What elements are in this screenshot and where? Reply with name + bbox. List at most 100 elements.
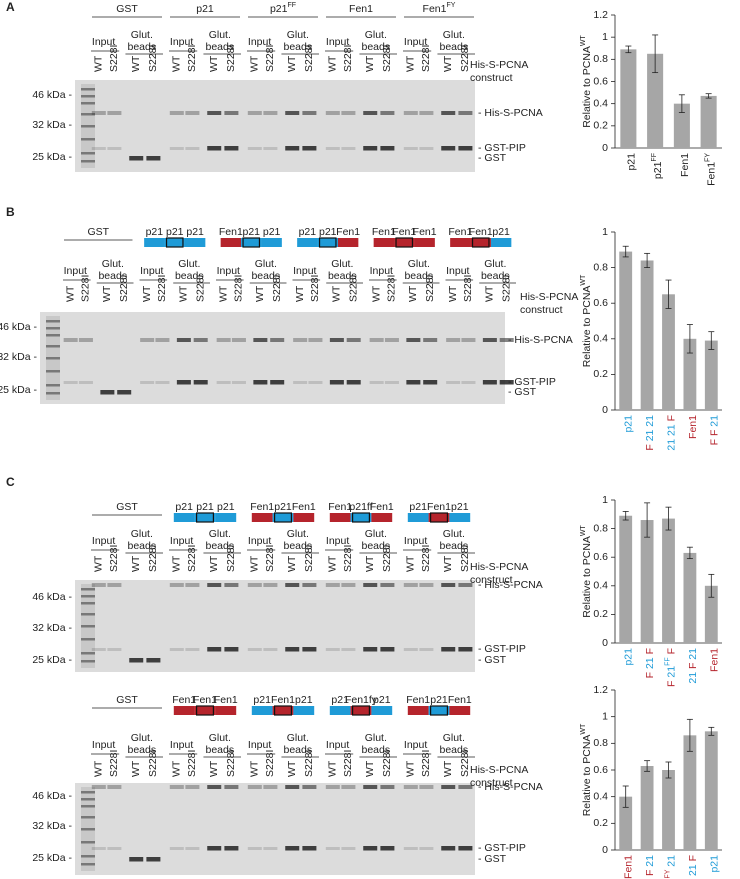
construct-part: p21 [166, 226, 184, 238]
x-tick-label: Fen1 [687, 415, 699, 439]
band [224, 846, 239, 851]
text-part: WT [580, 274, 587, 286]
fraction-label: Glut. [365, 528, 387, 540]
bar [700, 95, 717, 148]
text-part: 21 [687, 864, 699, 876]
band [91, 785, 106, 789]
lane-label: WT [249, 55, 261, 72]
ladder-band [81, 602, 95, 605]
fraction-label: beads [328, 270, 357, 282]
band [341, 785, 356, 789]
fraction-label: beads [362, 744, 391, 756]
ladder-band [46, 384, 60, 387]
construct-segment [407, 706, 429, 715]
band [499, 380, 514, 385]
band [419, 147, 434, 150]
lane-label: S228I [186, 45, 198, 72]
construct-part: Fen1 [427, 501, 451, 513]
y-tick-label: 1 [602, 710, 608, 722]
lane-label: S228I [80, 275, 92, 302]
fraction-label: beads [284, 744, 313, 756]
lane-label: S228I [420, 545, 432, 572]
construct-part: p21 [146, 226, 164, 238]
lane-label: S228I [342, 45, 354, 72]
band [231, 381, 246, 384]
lane-label: S228I [225, 45, 237, 72]
ladder-band [81, 805, 95, 808]
lane-label: S228I [186, 545, 198, 572]
lane-label: S228I [459, 750, 471, 777]
fraction-label: beads [362, 540, 391, 552]
group-header: GST [116, 3, 138, 15]
band [403, 147, 418, 150]
bar [704, 731, 718, 850]
group-header: GST [116, 694, 138, 706]
y-tick-label: 1 [602, 31, 608, 43]
bar [640, 520, 654, 643]
construct-part: p21 [331, 694, 349, 706]
lane-label: WT [141, 285, 153, 302]
band [461, 338, 476, 342]
band [293, 381, 308, 384]
fraction-label: Glut. [443, 732, 465, 744]
lane-label: S228I [462, 275, 474, 302]
band [482, 380, 497, 385]
band [193, 338, 208, 342]
fraction-label: Input [248, 535, 271, 547]
band [207, 146, 222, 151]
band-label: - GST [478, 853, 507, 865]
text-part: WT [580, 723, 587, 735]
construct-segment [329, 513, 351, 522]
text-part: Fen1 [705, 162, 717, 186]
x-tick-label: p21 [708, 855, 720, 873]
band [140, 381, 155, 384]
construct-focus [352, 512, 371, 523]
text-part: 21 [687, 672, 699, 684]
construct-part: Fen1 [172, 694, 196, 706]
text-part: Relative to PCNA [581, 46, 593, 128]
lane-label: WT [208, 55, 220, 72]
band [176, 380, 191, 385]
band [207, 647, 222, 652]
construct-part: Fen1 [214, 694, 238, 706]
lane-label: S228I [225, 545, 237, 572]
lane-label: S228I [342, 545, 354, 572]
band [140, 338, 155, 342]
bar [683, 735, 697, 850]
band [325, 648, 340, 651]
construct-segment [371, 706, 393, 715]
lane-label: WT [370, 285, 382, 302]
text-part: GST [116, 694, 138, 706]
ladder-band [81, 138, 95, 141]
construct-part: p21 [196, 501, 214, 513]
ladder-band [81, 102, 95, 105]
construct-part: Fen1 [372, 226, 396, 238]
construct-part: p21 [263, 226, 281, 238]
gel [75, 580, 475, 672]
construct-label: His-S-PCNA [520, 291, 578, 303]
lane-label: WT [254, 285, 266, 302]
construct-part: Fen1 [328, 501, 352, 513]
x-tick-label: 21 F 21 [644, 855, 656, 879]
marker-label: 32 kDa - [32, 622, 72, 634]
marker-label: 32 kDa - [32, 119, 72, 131]
y-tick-label: 1.2 [593, 9, 608, 21]
band [419, 648, 434, 651]
construct-segment [194, 706, 216, 715]
band [247, 785, 262, 789]
text-part: Fen1 [349, 3, 373, 15]
lane-label: WT [101, 285, 113, 302]
fraction-label: Input [170, 739, 193, 751]
fraction-label: Glut. [443, 29, 465, 41]
fraction-label: beads [206, 540, 235, 552]
construct-part: p21 [217, 501, 235, 513]
bar [683, 338, 697, 410]
text-part: F [665, 681, 677, 687]
fraction-label: Glut. [209, 528, 231, 540]
text-part: 21 [644, 657, 656, 669]
group-header: Fen1FY [423, 2, 456, 14]
construct-focus [395, 237, 414, 248]
group-header: p21 [196, 3, 214, 15]
band [155, 338, 170, 342]
construct-segment [261, 238, 282, 247]
